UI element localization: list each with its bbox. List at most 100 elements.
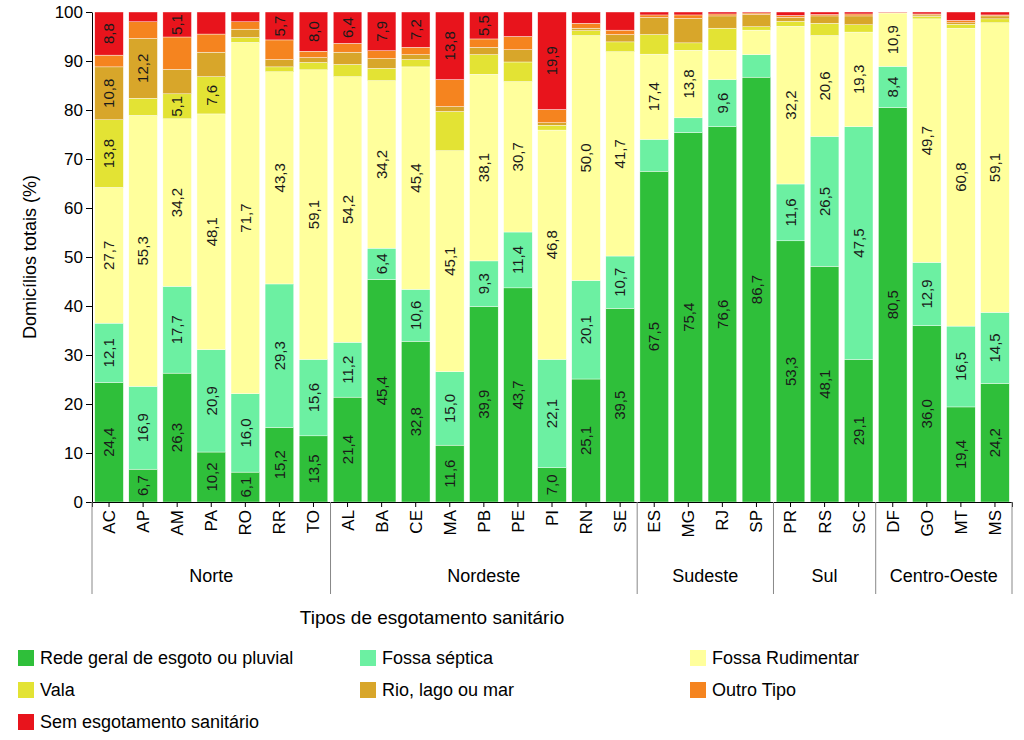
- bar-segment: [606, 30, 635, 34]
- x-tick-mark: [756, 502, 757, 507]
- bar-segment: [333, 12, 362, 43]
- bar-segment: [947, 28, 976, 326]
- bar-segment: [163, 119, 192, 287]
- data-label: 13,8: [441, 31, 458, 60]
- data-label: 11,6: [782, 198, 799, 226]
- bar-segment: [401, 289, 430, 341]
- bar-segment: [470, 74, 499, 261]
- bar-segment: [367, 51, 396, 59]
- data-label: 55,3: [134, 236, 151, 265]
- x-tick-label: RN: [577, 510, 596, 535]
- x-tick: ES: [645, 502, 664, 533]
- data-label: 8,8: [100, 23, 117, 44]
- data-label: 32,8: [407, 407, 424, 436]
- bar-segment: [129, 22, 158, 39]
- bar-segment: [129, 98, 158, 115]
- y-tick-mark: [86, 61, 92, 62]
- bar-segment: [810, 12, 839, 14]
- data-label: 26,3: [168, 423, 185, 452]
- bar-segment: [367, 280, 396, 502]
- y-tick-mark: [86, 355, 92, 356]
- x-tick: GO: [918, 502, 937, 536]
- bar-segment: [878, 12, 907, 13]
- bar-segment: [947, 407, 976, 502]
- bar-segment: [810, 14, 839, 15]
- data-label: 11,4: [509, 246, 526, 274]
- bar-segment: [470, 12, 499, 39]
- x-tick-mark: [347, 502, 348, 507]
- data-label: 8,0: [305, 21, 322, 42]
- bar-segment: [810, 16, 839, 23]
- y-tick: 80: [64, 101, 92, 120]
- legend-item: Sem esgotamento sanitário: [18, 712, 259, 732]
- group-label: Norte: [189, 566, 233, 586]
- bar-segment: [674, 12, 703, 15]
- bar-segment: [776, 12, 805, 15]
- bar-segment: [129, 12, 158, 22]
- bar-segment: [163, 12, 192, 37]
- data-label: 45,4: [407, 164, 424, 193]
- data-label: 26,5: [816, 187, 833, 216]
- x-tick-label: SC: [850, 510, 869, 534]
- bar-segment: [435, 372, 464, 446]
- x-tick-label: AC: [100, 510, 119, 534]
- x-tick-label: PB: [475, 510, 494, 533]
- bar-segment: [435, 80, 464, 107]
- bar-segment: [333, 77, 362, 343]
- y-tick-label: 0: [74, 493, 83, 512]
- bar-segment: [470, 306, 499, 502]
- y-tick: 20: [64, 395, 92, 414]
- bar-segment: [401, 47, 430, 54]
- y-tick: 100: [55, 3, 92, 22]
- y-tick: 70: [64, 150, 92, 169]
- bar-segment: [742, 14, 771, 26]
- bar-segment: [878, 13, 907, 66]
- x-tick: MT: [952, 502, 971, 535]
- y-tick: 90: [64, 52, 92, 71]
- data-label: 14,5: [986, 333, 1003, 362]
- y-tick-label: 10: [64, 444, 83, 463]
- legend-item: Vala: [18, 680, 76, 700]
- data-label: 19,4: [952, 440, 969, 469]
- data-label: 7,6: [203, 85, 220, 106]
- data-label: 53,3: [782, 357, 799, 386]
- x-tick-label: PA: [202, 509, 221, 531]
- data-label: 21,4: [339, 435, 356, 464]
- bar-segment: [435, 445, 464, 502]
- bar-segment: [606, 12, 635, 30]
- data-label: 12,2: [134, 54, 151, 83]
- bar-segment: [538, 468, 567, 502]
- bar-segment: [572, 36, 601, 281]
- data-label: 20,9: [203, 386, 220, 415]
- bar-segment: [299, 70, 328, 360]
- bar-segment: [538, 359, 567, 467]
- data-label: 12,1: [100, 338, 117, 367]
- y-tick-mark: [86, 159, 92, 160]
- bar-segment: [776, 184, 805, 241]
- legend-item: Outro Tipo: [690, 680, 796, 700]
- bar-segment: [947, 20, 976, 22]
- x-tick-mark: [143, 502, 144, 507]
- y-tick-label: 100: [55, 3, 83, 22]
- y-tick-mark: [86, 306, 92, 307]
- bar-segment: [367, 68, 396, 80]
- data-label: 29,1: [850, 416, 867, 445]
- x-tick-label: PE: [509, 510, 528, 533]
- data-label: 6,4: [339, 17, 356, 38]
- bar-segment: [674, 43, 703, 50]
- bar-segment: [776, 26, 805, 184]
- data-label: 20,6: [816, 71, 833, 100]
- legend-swatch: [360, 650, 376, 666]
- legend-swatch: [690, 682, 706, 698]
- bar-segment: [606, 308, 635, 502]
- bar-segment: [844, 127, 873, 360]
- bar-segment: [742, 55, 771, 78]
- bar-segment: [981, 312, 1010, 383]
- x-tick-label: RR: [270, 510, 289, 535]
- bar-segment: [538, 130, 567, 359]
- data-label: 6,7: [134, 475, 151, 496]
- x-tick-mark: [381, 502, 382, 507]
- bar-segment: [470, 55, 499, 75]
- legend-label: Rede geral de esgoto ou pluvial: [40, 648, 293, 668]
- x-tick: PB: [475, 502, 494, 533]
